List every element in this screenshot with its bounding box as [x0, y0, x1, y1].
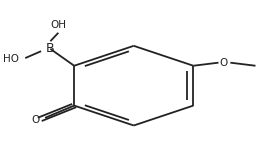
Text: HO: HO: [3, 54, 19, 64]
Text: O: O: [220, 58, 228, 68]
Text: OH: OH: [50, 20, 66, 30]
Text: B: B: [46, 42, 55, 55]
Text: O: O: [32, 115, 40, 125]
